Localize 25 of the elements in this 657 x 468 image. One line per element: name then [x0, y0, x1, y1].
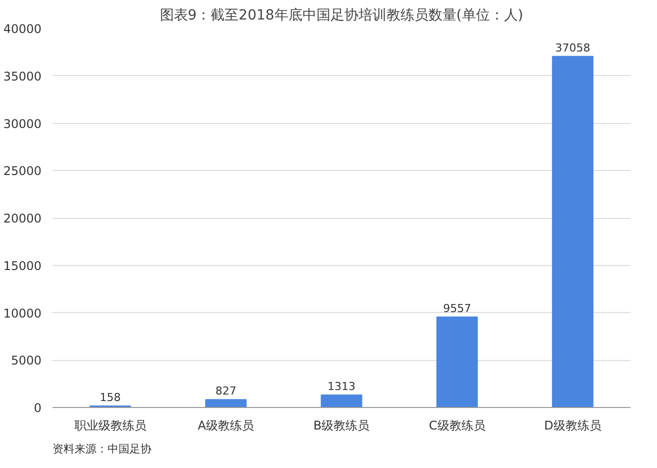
text: 资料来源：中国足协: [52, 442, 152, 456]
x-tick-label: B级教练员: [313, 418, 370, 432]
data-label: 37058: [555, 41, 590, 54]
bar: [552, 56, 594, 408]
y-tick-label: 30000: [3, 116, 42, 131]
bar: [436, 316, 478, 408]
y-tick-label: 20000: [3, 212, 42, 226]
bar: [320, 394, 362, 408]
x-tick-label: D级教练员: [544, 418, 602, 432]
x-tick-label: 职业级教练员: [74, 418, 146, 432]
data-label: 158: [100, 391, 121, 404]
y-tick-label: 0: [34, 401, 42, 415]
y-tick-label: 10000: [3, 306, 42, 320]
y-tick-label: 35000: [3, 69, 42, 84]
chart-title: 图表9：截至2018年底中国足协培训教练员数量(单位：人): [160, 8, 524, 24]
x-tick-label: A级教练员: [198, 418, 254, 432]
y-tick-label: 15000: [3, 258, 42, 273]
data-label: 9557: [443, 302, 472, 315]
y-tick-label: 40000: [3, 22, 42, 36]
y-tick-label: 25000: [3, 164, 42, 178]
data-label: 1313: [328, 380, 356, 394]
bar: [205, 399, 247, 408]
x-tick-label: C级教练员: [428, 418, 486, 432]
y-tick-label: 5000: [10, 354, 42, 368]
data-label: 827: [215, 384, 236, 398]
